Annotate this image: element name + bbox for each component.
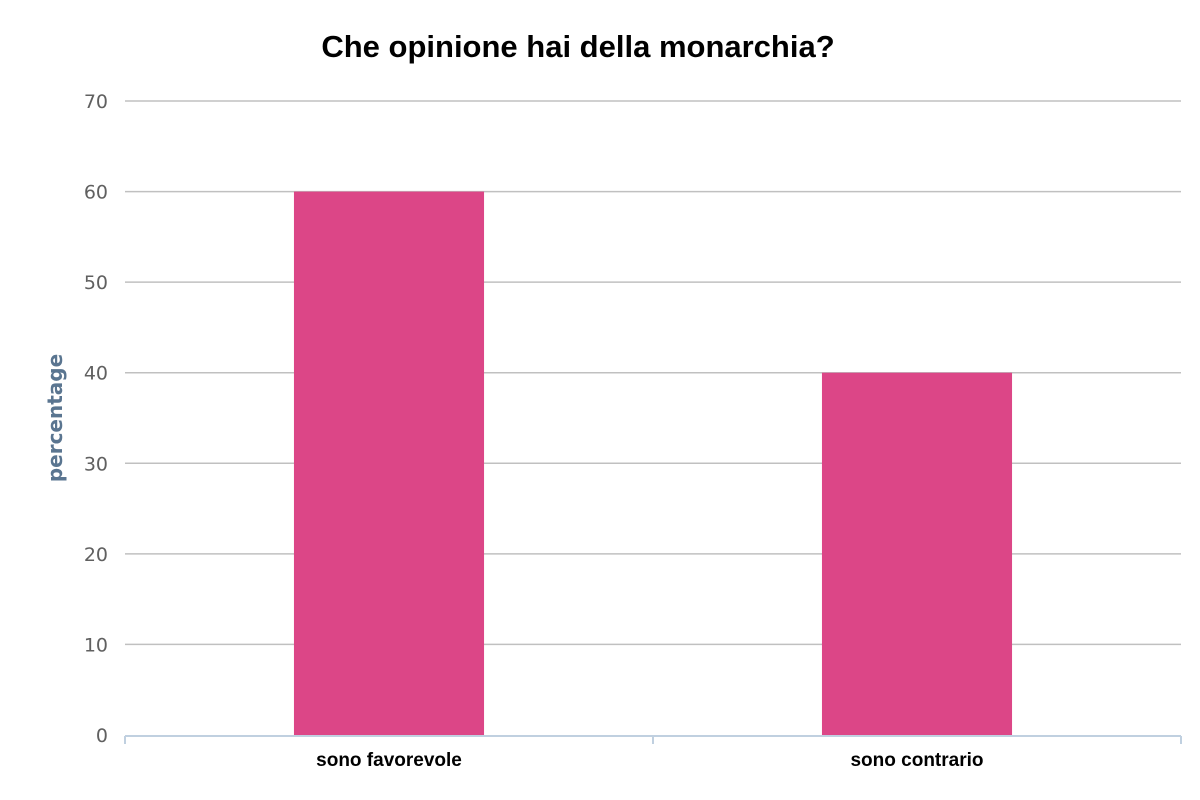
y-tick-label: 60 <box>84 182 108 204</box>
y-tick-label: 0 <box>96 725 108 747</box>
y-axis-label: percentage <box>43 354 67 482</box>
y-tick-label: 50 <box>84 272 108 294</box>
bar-2 <box>821 372 1013 735</box>
y-axis-ticks: 0 10 20 30 40 50 60 70 <box>84 91 108 747</box>
bar-1 <box>293 191 485 736</box>
y-tick-label: 70 <box>84 91 108 113</box>
gridlines <box>125 100 1181 646</box>
y-tick-label: 40 <box>84 363 108 385</box>
x-tick-label: sono contrario <box>850 750 983 771</box>
bars <box>293 191 1013 736</box>
y-tick-label: 20 <box>84 544 108 566</box>
chart-title: Che opinione hai della monarchia? <box>321 29 834 64</box>
x-tick-label: sono favorevole <box>316 750 462 771</box>
y-tick-label: 10 <box>84 634 108 656</box>
y-tick-label: 30 <box>84 453 108 475</box>
x-axis-ticks: sono favorevole sono contrario <box>124 736 1182 771</box>
